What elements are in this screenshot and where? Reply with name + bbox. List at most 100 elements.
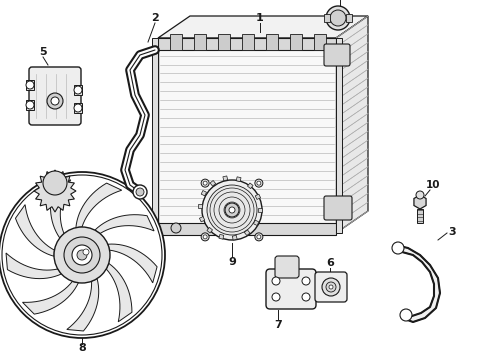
Circle shape [201, 233, 209, 241]
Circle shape [133, 185, 147, 199]
FancyBboxPatch shape [324, 44, 350, 66]
Circle shape [136, 188, 144, 196]
Bar [245, 230, 250, 235]
Circle shape [392, 242, 404, 254]
Bar [201, 190, 206, 196]
Circle shape [54, 227, 110, 283]
Bar [26, 100, 34, 110]
Circle shape [326, 6, 350, 30]
Circle shape [329, 285, 333, 289]
Bar [346, 14, 352, 22]
Circle shape [201, 179, 209, 187]
Circle shape [302, 293, 310, 301]
Text: 8: 8 [78, 343, 86, 353]
Bar [198, 204, 202, 208]
Circle shape [229, 207, 235, 213]
Bar [218, 34, 230, 50]
Circle shape [257, 181, 261, 185]
Text: 2: 2 [151, 13, 159, 23]
Polygon shape [34, 170, 76, 212]
Polygon shape [67, 279, 98, 331]
Polygon shape [95, 215, 154, 234]
Bar [324, 14, 330, 22]
Bar [74, 85, 82, 95]
Polygon shape [414, 195, 426, 209]
Text: 9: 9 [228, 257, 236, 267]
Bar [290, 34, 302, 50]
Circle shape [43, 171, 67, 195]
Bar [26, 80, 34, 90]
Circle shape [416, 191, 424, 199]
Bar [210, 180, 216, 186]
Circle shape [302, 277, 310, 285]
Bar [199, 217, 205, 222]
Circle shape [26, 101, 34, 109]
Text: 5: 5 [39, 47, 47, 57]
Polygon shape [336, 16, 368, 233]
Text: 4: 4 [336, 0, 344, 1]
Circle shape [83, 249, 89, 255]
Bar [158, 223, 336, 235]
Bar [158, 38, 336, 233]
Polygon shape [16, 204, 54, 256]
FancyBboxPatch shape [29, 67, 81, 125]
Bar [247, 183, 253, 189]
Text: 1: 1 [256, 13, 264, 23]
Circle shape [203, 181, 207, 185]
Circle shape [255, 179, 263, 187]
Bar [232, 235, 237, 240]
Bar [158, 38, 336, 50]
Circle shape [51, 97, 59, 105]
Bar [266, 34, 278, 50]
Polygon shape [158, 16, 368, 38]
Circle shape [2, 175, 162, 335]
Circle shape [322, 278, 340, 296]
Bar [207, 228, 213, 233]
Circle shape [272, 277, 280, 285]
Bar [236, 177, 241, 181]
Circle shape [225, 203, 239, 217]
Text: 7: 7 [274, 320, 282, 330]
Bar [242, 34, 254, 50]
Circle shape [207, 185, 257, 235]
Circle shape [326, 282, 336, 292]
Polygon shape [6, 253, 61, 279]
Polygon shape [106, 264, 132, 322]
Circle shape [203, 235, 207, 239]
Polygon shape [76, 183, 122, 228]
Bar [253, 220, 259, 225]
Circle shape [26, 81, 34, 89]
Bar [194, 34, 206, 50]
Circle shape [64, 237, 100, 273]
Polygon shape [395, 245, 440, 322]
Circle shape [272, 293, 280, 301]
Bar [417, 209, 423, 223]
Circle shape [330, 10, 346, 26]
Circle shape [74, 104, 82, 112]
Circle shape [0, 172, 165, 338]
Bar [152, 38, 158, 233]
Polygon shape [108, 244, 157, 283]
Polygon shape [23, 281, 78, 314]
Bar [258, 208, 262, 212]
Bar [219, 234, 224, 239]
FancyBboxPatch shape [275, 256, 299, 278]
Circle shape [202, 180, 262, 240]
Bar [74, 103, 82, 113]
Bar [223, 176, 228, 181]
Text: 3: 3 [448, 227, 456, 237]
Text: 6: 6 [326, 258, 334, 268]
Circle shape [400, 309, 412, 321]
Circle shape [77, 250, 87, 260]
FancyBboxPatch shape [315, 272, 347, 302]
Circle shape [257, 235, 261, 239]
Circle shape [47, 93, 63, 109]
Bar [255, 194, 261, 199]
Text: 10: 10 [426, 180, 440, 190]
Circle shape [74, 86, 82, 94]
FancyBboxPatch shape [266, 269, 316, 309]
Bar [314, 34, 326, 50]
Bar [170, 34, 182, 50]
Polygon shape [50, 180, 71, 238]
FancyBboxPatch shape [324, 196, 352, 220]
